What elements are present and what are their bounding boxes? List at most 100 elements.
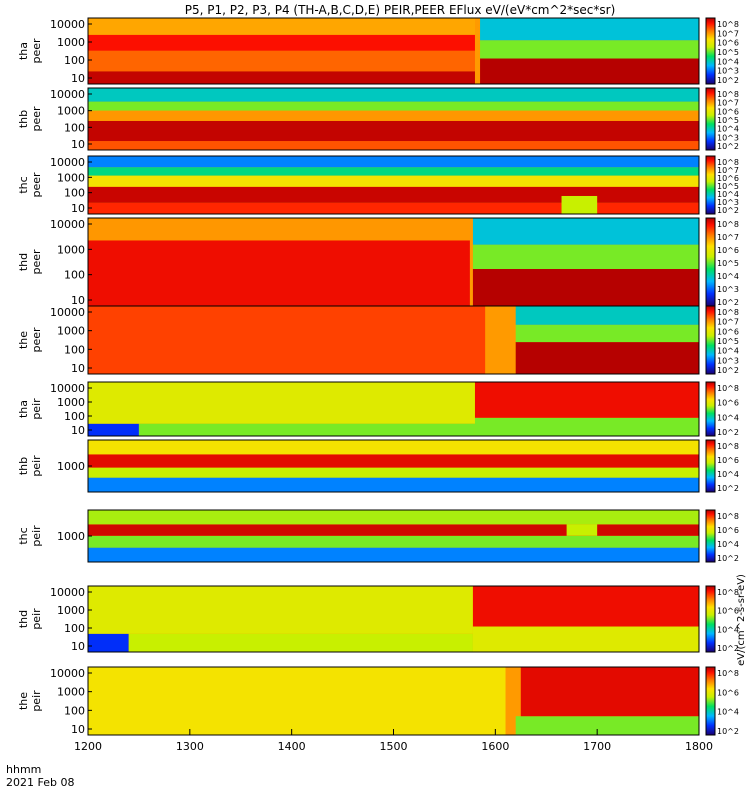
panel-probe-label: thc: [17, 176, 30, 193]
colorbar-tick-label: 10^2: [717, 206, 739, 215]
y-tick-label: 100: [64, 622, 85, 635]
colorbar-tick-label: 10^8: [717, 669, 739, 678]
colorbar-tick-label: 10^4: [717, 190, 739, 199]
colorbar-tick-label: 10^2: [717, 644, 739, 653]
spectrogram-band: [88, 156, 699, 168]
spectrogram-band: [88, 454, 699, 468]
spectrogram-band: [88, 382, 475, 424]
x-tick-label: 1600: [481, 740, 509, 753]
spectrogram-band: [515, 716, 699, 735]
x-tick-label: 1200: [74, 740, 102, 753]
y-tick-label: 100: [64, 187, 85, 200]
y-tick-label: 1000: [57, 460, 85, 473]
colorbar: [705, 381, 716, 437]
spectrogram-band: [561, 195, 598, 214]
colorbar-tick-label: 10^5: [717, 116, 739, 125]
x-tick-label: 1700: [583, 740, 611, 753]
spectrogram-band: [88, 440, 699, 455]
spectrogram-band: [88, 306, 486, 374]
panel-frame: [87, 17, 700, 85]
colorbar: [705, 666, 716, 736]
spectrogram-band: [515, 342, 699, 374]
x-tick-label: 1400: [278, 740, 306, 753]
spectrogram-band: [88, 141, 699, 150]
spectrogram-band: [88, 423, 139, 436]
spectrogram-band: [88, 667, 506, 735]
colorbar-tick-label: 10^3: [717, 285, 739, 294]
panel-instrument-label: peer: [30, 38, 43, 64]
colorbar-tick-label: 10^7: [717, 99, 739, 108]
panel-instrument-label: peir: [30, 690, 43, 712]
spectrogram-band: [88, 586, 473, 634]
panel-instrument-label: peer: [30, 327, 43, 353]
y-tick-label: 10: [71, 72, 85, 85]
spectrogram-band: [472, 626, 699, 652]
colorbar-tick-label: 10^2: [717, 142, 739, 151]
y-tick-label: 1000: [57, 325, 85, 338]
y-tick-label: 10: [71, 640, 85, 653]
spectrogram-band: [88, 218, 470, 241]
panel-frame: [87, 381, 700, 437]
colorbar-tick-label: 10^4: [717, 625, 739, 634]
spectrogram-band: [515, 306, 699, 325]
panel-instrument-label: peir: [30, 455, 43, 477]
colorbar-tick-label: 10^8: [717, 512, 739, 521]
y-tick-label: 10: [71, 138, 85, 151]
spectrogram-band: [88, 467, 699, 478]
y-tick-label: 10000: [50, 306, 85, 319]
colorbar-tick-label: 10^6: [717, 399, 739, 408]
spectrogram-band: [88, 101, 699, 111]
panel-probe-label: thd: [17, 253, 30, 271]
y-tick-label: 10: [71, 362, 85, 375]
spectrogram-band: [88, 71, 475, 84]
colorbar-tick-label: 10^8: [717, 588, 739, 597]
colorbar: [705, 87, 716, 151]
colorbar-tick-label: 10^4: [717, 708, 739, 717]
colorbar-tick-label: 10^6: [717, 327, 739, 336]
spectrogram-band: [88, 633, 129, 652]
y-tick-label: 10000: [50, 88, 85, 101]
y-tick-label: 10000: [50, 586, 85, 599]
spectrogram-band: [88, 88, 699, 102]
spectrogram-band: [88, 477, 699, 492]
spectrogram-band: [88, 202, 699, 214]
spectrogram-band: [88, 186, 699, 203]
spectrogram-band: [88, 547, 699, 562]
colorbar-tick-label: 10^6: [717, 607, 739, 616]
panel-thd_peir: 10000 1000 100 10 thd peir 10^8 10^6 10^4 10^2: [17, 585, 739, 653]
spectrogram-band: [515, 324, 699, 343]
panel-instrument-label: peir: [30, 608, 43, 630]
spectrogram-band: [88, 18, 475, 35]
spectrogram-band: [128, 633, 473, 652]
colorbar-tick-label: 10^2: [717, 554, 739, 563]
colorbar-tick-label: 10^5: [717, 259, 739, 268]
panel-probe-label: tha: [17, 400, 30, 418]
panel-probe-label: thb: [17, 110, 30, 128]
spectrogram-band: [88, 120, 699, 142]
colorbar: [705, 439, 716, 493]
spectrogram-band: [88, 524, 699, 536]
colorbar: [705, 217, 716, 307]
y-tick-label: 100: [64, 410, 85, 423]
y-tick-label: 10000: [50, 667, 85, 680]
figure-title: P5, P1, P2, P3, P4 (TH-A,B,C,D,E) PEIR,P…: [185, 3, 616, 17]
spectrogram-band: [480, 18, 699, 41]
panel-instrument-label: peer: [30, 106, 43, 132]
colorbar-tick-label: 10^6: [717, 688, 739, 697]
spectrogram-band: [88, 175, 699, 187]
y-tick-label: 100: [64, 54, 85, 67]
panel-instrument-label: peer: [30, 249, 43, 275]
colorbar-tick-label: 10^8: [717, 308, 739, 317]
y-tick-label: 1000: [57, 686, 85, 699]
colorbar-tick-label: 10^8: [717, 158, 739, 167]
y-tick-label: 1000: [57, 604, 85, 617]
colorbar: [705, 155, 716, 215]
colorbar-units-label: eV/(cm^2-s-sr-eV): [736, 574, 747, 666]
colorbar-tick-label: 10^2: [717, 76, 739, 85]
spectrogram-band: [472, 268, 699, 306]
colorbar: [705, 509, 716, 563]
